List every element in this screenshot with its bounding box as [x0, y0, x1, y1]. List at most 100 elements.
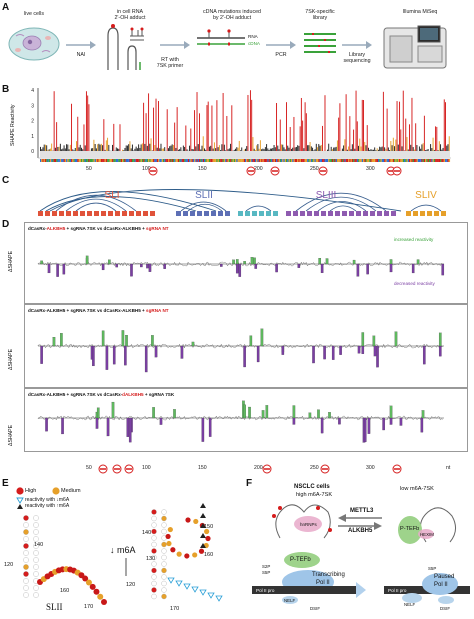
b-bar: [158, 101, 159, 151]
b-seq-strip: [407, 159, 410, 162]
b-seq-strip: [156, 159, 159, 162]
b-seq-strip: [412, 159, 415, 162]
d-xtick: 150: [198, 465, 207, 471]
b-bar: [240, 150, 241, 151]
b-seq-strip: [356, 159, 359, 162]
b-bar: [307, 145, 309, 151]
b-seq-strip: [435, 159, 437, 162]
b-seq-strip: [125, 159, 128, 162]
title-2-a: dCasRx-ALKBH5 + sgRNA 7SK vs dCasRx-ALKB…: [28, 308, 147, 313]
b-seq-strip: [138, 159, 140, 162]
d-xtick: 200: [254, 465, 263, 471]
b-bar: [298, 145, 300, 151]
b-seq-strip: [389, 159, 391, 162]
b-seq-strip: [363, 159, 365, 162]
b-seq-strip: [252, 159, 254, 162]
panel-b-bars: [40, 90, 451, 162]
d-decrease-bar: [154, 345, 158, 358]
c-domain-label: SLIV: [415, 190, 437, 201]
b-bar: [405, 118, 407, 151]
b-bar: [281, 144, 282, 151]
c-domain-block: [204, 211, 209, 216]
panel-e-structure: [16, 487, 223, 605]
b-bar: [143, 102, 145, 151]
b-seq-strip: [416, 159, 418, 162]
e-nt: [23, 571, 29, 577]
b-bar: [412, 147, 414, 151]
e-nt: [161, 567, 167, 574]
b-seq-strip: [423, 159, 426, 162]
b-seq-strip: [400, 159, 402, 162]
panel-letter-d: D: [2, 219, 10, 230]
b-seq-strip: [240, 159, 242, 162]
b-seq-strip: [88, 159, 90, 162]
d-decrease-bar: [106, 417, 110, 437]
b-seq-strip: [330, 159, 333, 162]
b-bar: [77, 116, 79, 151]
b-bar: [253, 148, 255, 151]
b-bar: [283, 147, 285, 151]
b-seq-strip: [274, 159, 277, 162]
b-seq-strip: [225, 159, 227, 162]
c-domain-block: [342, 211, 347, 216]
panel-d-row-1: [24, 222, 468, 304]
legend-medium-label: Medium: [61, 488, 81, 494]
b-seq-strip: [204, 159, 206, 162]
b-seq-strip: [113, 159, 115, 162]
e-num-170: 170: [84, 604, 94, 610]
b-seq-strip: [415, 159, 417, 162]
c-domain-block: [190, 211, 195, 216]
d-m6a-site-marker: [98, 464, 108, 474]
b-seq-strip: [300, 159, 303, 162]
slii-stem-left: [23, 515, 107, 605]
b-seq-strip: [399, 159, 401, 162]
panel-d-ylabel-3: ΔSHAPE: [8, 424, 14, 446]
b-bar: [43, 144, 45, 151]
d-decrease-bar: [339, 345, 342, 355]
b-seq-strip: [327, 159, 329, 162]
c-domain-block: [391, 211, 396, 216]
panel-f: NSCLC cells high m6A-7SK low m6A-7SK MET…: [250, 478, 472, 618]
b-bar: [150, 138, 152, 151]
b-bar: [40, 146, 41, 151]
b-bar: [257, 144, 259, 151]
b-bar: [303, 148, 305, 151]
b-seq-strip: [253, 159, 255, 162]
d-decrease-bar: [101, 263, 105, 271]
d-decrease-bar: [399, 417, 403, 426]
d-decrease-bar: [62, 263, 66, 275]
b-bar: [218, 145, 220, 151]
b-bar: [115, 147, 117, 151]
e-dec-marker: [175, 580, 183, 587]
b-bar: [146, 145, 148, 151]
b-bar: [272, 147, 274, 151]
b-bar: [277, 145, 279, 151]
c-arc: [75, 202, 117, 212]
b-bar: [119, 124, 121, 151]
b-seq-strip: [273, 159, 275, 162]
d-decrease-bar: [130, 263, 133, 277]
b-seq-strip: [320, 159, 323, 162]
b-seq-strip: [317, 159, 319, 162]
e-nt: [33, 564, 39, 570]
b-bar: [230, 143, 232, 151]
d-decrease-bar: [373, 345, 377, 357]
b-bar: [279, 119, 281, 151]
b-seq-strip: [124, 159, 126, 162]
b-seq-strip: [123, 159, 125, 162]
b-seq-strip: [292, 159, 294, 162]
b-bar: [54, 147, 56, 151]
b-seq-strip: [259, 159, 262, 162]
c-domain-label: SLIII: [316, 190, 337, 201]
e-nt: [23, 550, 29, 556]
b-seq-strip: [95, 159, 98, 162]
d-decrease-bar: [292, 417, 296, 425]
panel-letter-b: B: [2, 84, 10, 95]
e-nt: [151, 541, 157, 548]
b-seq-strip: [191, 159, 193, 162]
b-bar: [186, 149, 188, 151]
b-seq-strip: [247, 159, 249, 162]
b-bar: [238, 140, 240, 151]
b-bar: [315, 143, 317, 151]
b-seq-strip: [341, 159, 344, 162]
